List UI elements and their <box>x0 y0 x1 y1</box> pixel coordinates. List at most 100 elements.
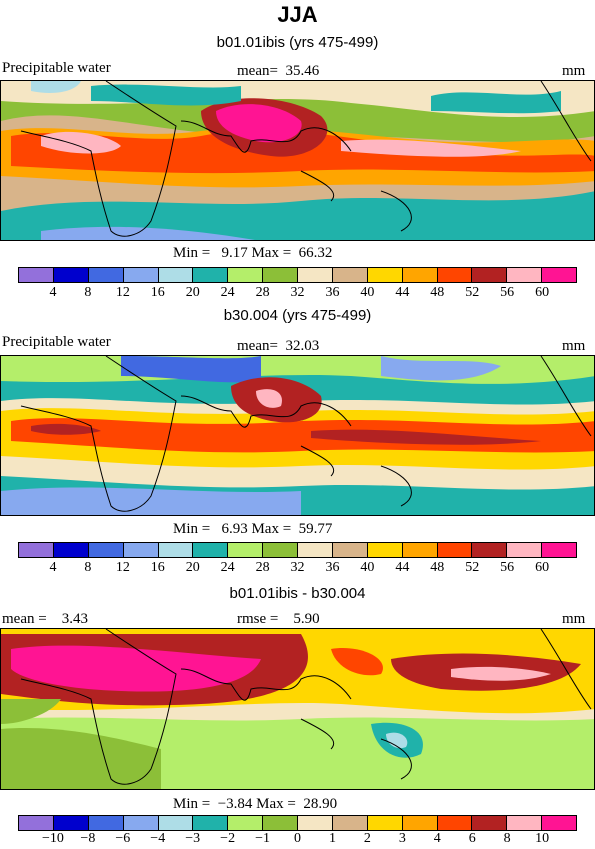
colorbar-tick-label: 28 <box>255 560 270 575</box>
panel-3-rmse-label: rmse = 5.90 <box>237 611 320 627</box>
colorbar-swatch <box>193 543 229 557</box>
colorbar-tick-label: 36 <box>325 285 340 300</box>
colorbar-swatch <box>193 268 229 282</box>
colorbar-swatch <box>263 543 298 557</box>
colorbar-tick-label: 44 <box>395 560 410 575</box>
colorbar-swatch <box>472 816 508 830</box>
colorbar-tick-label: 20 <box>185 285 200 300</box>
colorbar-tick-label: 4 <box>433 831 441 846</box>
colorbar-swatch <box>88 816 124 830</box>
panel-1-minmax-label: Min = 9.17 Max = 66.32 <box>173 245 333 261</box>
figure-title: JJA <box>277 2 318 27</box>
panel-1-subtitle: b01.01ibis (yrs 475-499) <box>216 34 379 51</box>
colorbar-tick-label: 1 <box>328 831 336 846</box>
colorbar-tick-label: 40 <box>360 560 375 575</box>
colorbar-swatch <box>19 268 54 282</box>
colorbar-swatch <box>437 816 473 830</box>
panel-1-colorbar-ticks: 4 8 12 16 20 24 28 32 36 40 44 48 52 56 60 <box>18 285 577 303</box>
colorbar-swatch <box>402 268 438 282</box>
panel-1-variable-label: Precipitable water <box>2 60 111 76</box>
colorbar-swatch <box>507 268 543 282</box>
panel-2-colorbar-ticks: 4 8 12 16 20 24 28 32 36 40 44 48 52 56 60 <box>18 560 577 578</box>
colorbar-tick-label: 3 <box>398 831 406 846</box>
colorbar-swatch <box>332 543 368 557</box>
colorbar-tick-label: 36 <box>325 560 340 575</box>
colorbar-swatch <box>53 268 89 282</box>
colorbar-swatch <box>402 816 438 830</box>
colorbar-swatch <box>88 268 124 282</box>
colorbar-swatch <box>472 268 508 282</box>
colorbar-tick-label: 32 <box>290 285 305 300</box>
colorbar-tick-label: 4 <box>49 560 57 575</box>
colorbar-swatch <box>298 816 333 830</box>
colorbar-swatch <box>53 543 89 557</box>
colorbar-tick-label: 24 <box>220 560 235 575</box>
colorbar-tick-label: 12 <box>115 560 130 575</box>
colorbar-tick-label: 4 <box>49 285 57 300</box>
colorbar-swatch <box>367 268 403 282</box>
colorbar-swatch <box>53 816 89 830</box>
colorbar-tick-label: 2 <box>363 831 371 846</box>
colorbar-tick-label: 20 <box>185 560 200 575</box>
panel-3-map <box>0 628 595 790</box>
colorbar-tick-label: 48 <box>430 285 445 300</box>
colorbar-tick-label: 16 <box>150 285 165 300</box>
colorbar-tick-label: 60 <box>535 560 550 575</box>
colorbar-swatch <box>263 268 298 282</box>
colorbar-swatch <box>298 268 333 282</box>
colorbar-swatch <box>19 543 54 557</box>
panel-3-units-label: mm <box>562 611 586 627</box>
colorbar-tick-label: 6 <box>468 831 476 846</box>
colorbar-swatch <box>158 268 194 282</box>
panel-2-mean-label: mean= 32.03 <box>237 338 320 354</box>
colorbar-tick-label: 12 <box>115 285 130 300</box>
colorbar-tick-label: 8 <box>84 560 92 575</box>
colorbar-tick-label: 8 <box>503 831 511 846</box>
colorbar-tick-label: −10 <box>41 831 64 846</box>
panel-3-subtitle: b01.01ibis - b30.004 <box>229 585 366 602</box>
colorbar-tick-label: 8 <box>84 285 92 300</box>
colorbar-swatch <box>298 543 333 557</box>
colorbar-tick-label: 56 <box>500 285 515 300</box>
colorbar-tick-label: 52 <box>465 285 480 300</box>
colorbar-tick-label: −1 <box>255 831 271 846</box>
colorbar-tick-label: 32 <box>290 560 305 575</box>
colorbar-tick-label: 40 <box>360 285 375 300</box>
colorbar-tick-label: 52 <box>465 560 480 575</box>
colorbar-swatch <box>19 816 54 830</box>
panel-1-units-label: mm <box>562 63 586 79</box>
colorbar-tick-label: −4 <box>150 831 166 846</box>
colorbar-swatch <box>123 543 159 557</box>
colorbar-swatch <box>542 543 576 557</box>
colorbar-swatch <box>367 816 403 830</box>
colorbar-swatch <box>158 816 194 830</box>
colorbar-tick-label: 44 <box>395 285 410 300</box>
colorbar-tick-label: 10 <box>535 831 550 846</box>
panel-3-colorbar-ticks: −10 −8 −6 −4 −3 −2 −1 0 1 2 3 4 6 8 10 <box>18 831 577 849</box>
colorbar-swatch <box>507 816 543 830</box>
colorbar-swatch <box>228 268 264 282</box>
colorbar-swatch <box>437 268 473 282</box>
colorbar-tick-label: 24 <box>220 285 235 300</box>
colorbar-tick-label: 0 <box>294 831 301 846</box>
colorbar-swatch <box>158 543 194 557</box>
colorbar-swatch <box>542 268 576 282</box>
colorbar-tick-label: 28 <box>255 285 270 300</box>
colorbar-swatch <box>88 543 124 557</box>
panel-1-map <box>0 80 595 241</box>
panel-2-minmax-label: Min = 6.93 Max = 59.77 <box>173 521 333 537</box>
panel-2-units-label: mm <box>562 338 586 354</box>
colorbar-swatch <box>332 816 368 830</box>
colorbar-swatch <box>542 816 576 830</box>
colorbar-tick-label: 60 <box>535 285 550 300</box>
panel-3-colorbar <box>18 815 577 831</box>
colorbar-swatch <box>193 816 229 830</box>
panel-2-map <box>0 355 595 516</box>
colorbar-tick-label: −8 <box>80 831 96 846</box>
panel-1-colorbar <box>18 267 577 283</box>
colorbar-swatch <box>263 816 298 830</box>
panel-2-variable-label: Precipitable water <box>2 334 111 350</box>
colorbar-swatch <box>367 543 403 557</box>
panel-3-minmax-label: Min = −3.84 Max = 28.90 <box>173 796 338 812</box>
colorbar-tick-label: −2 <box>220 831 236 846</box>
